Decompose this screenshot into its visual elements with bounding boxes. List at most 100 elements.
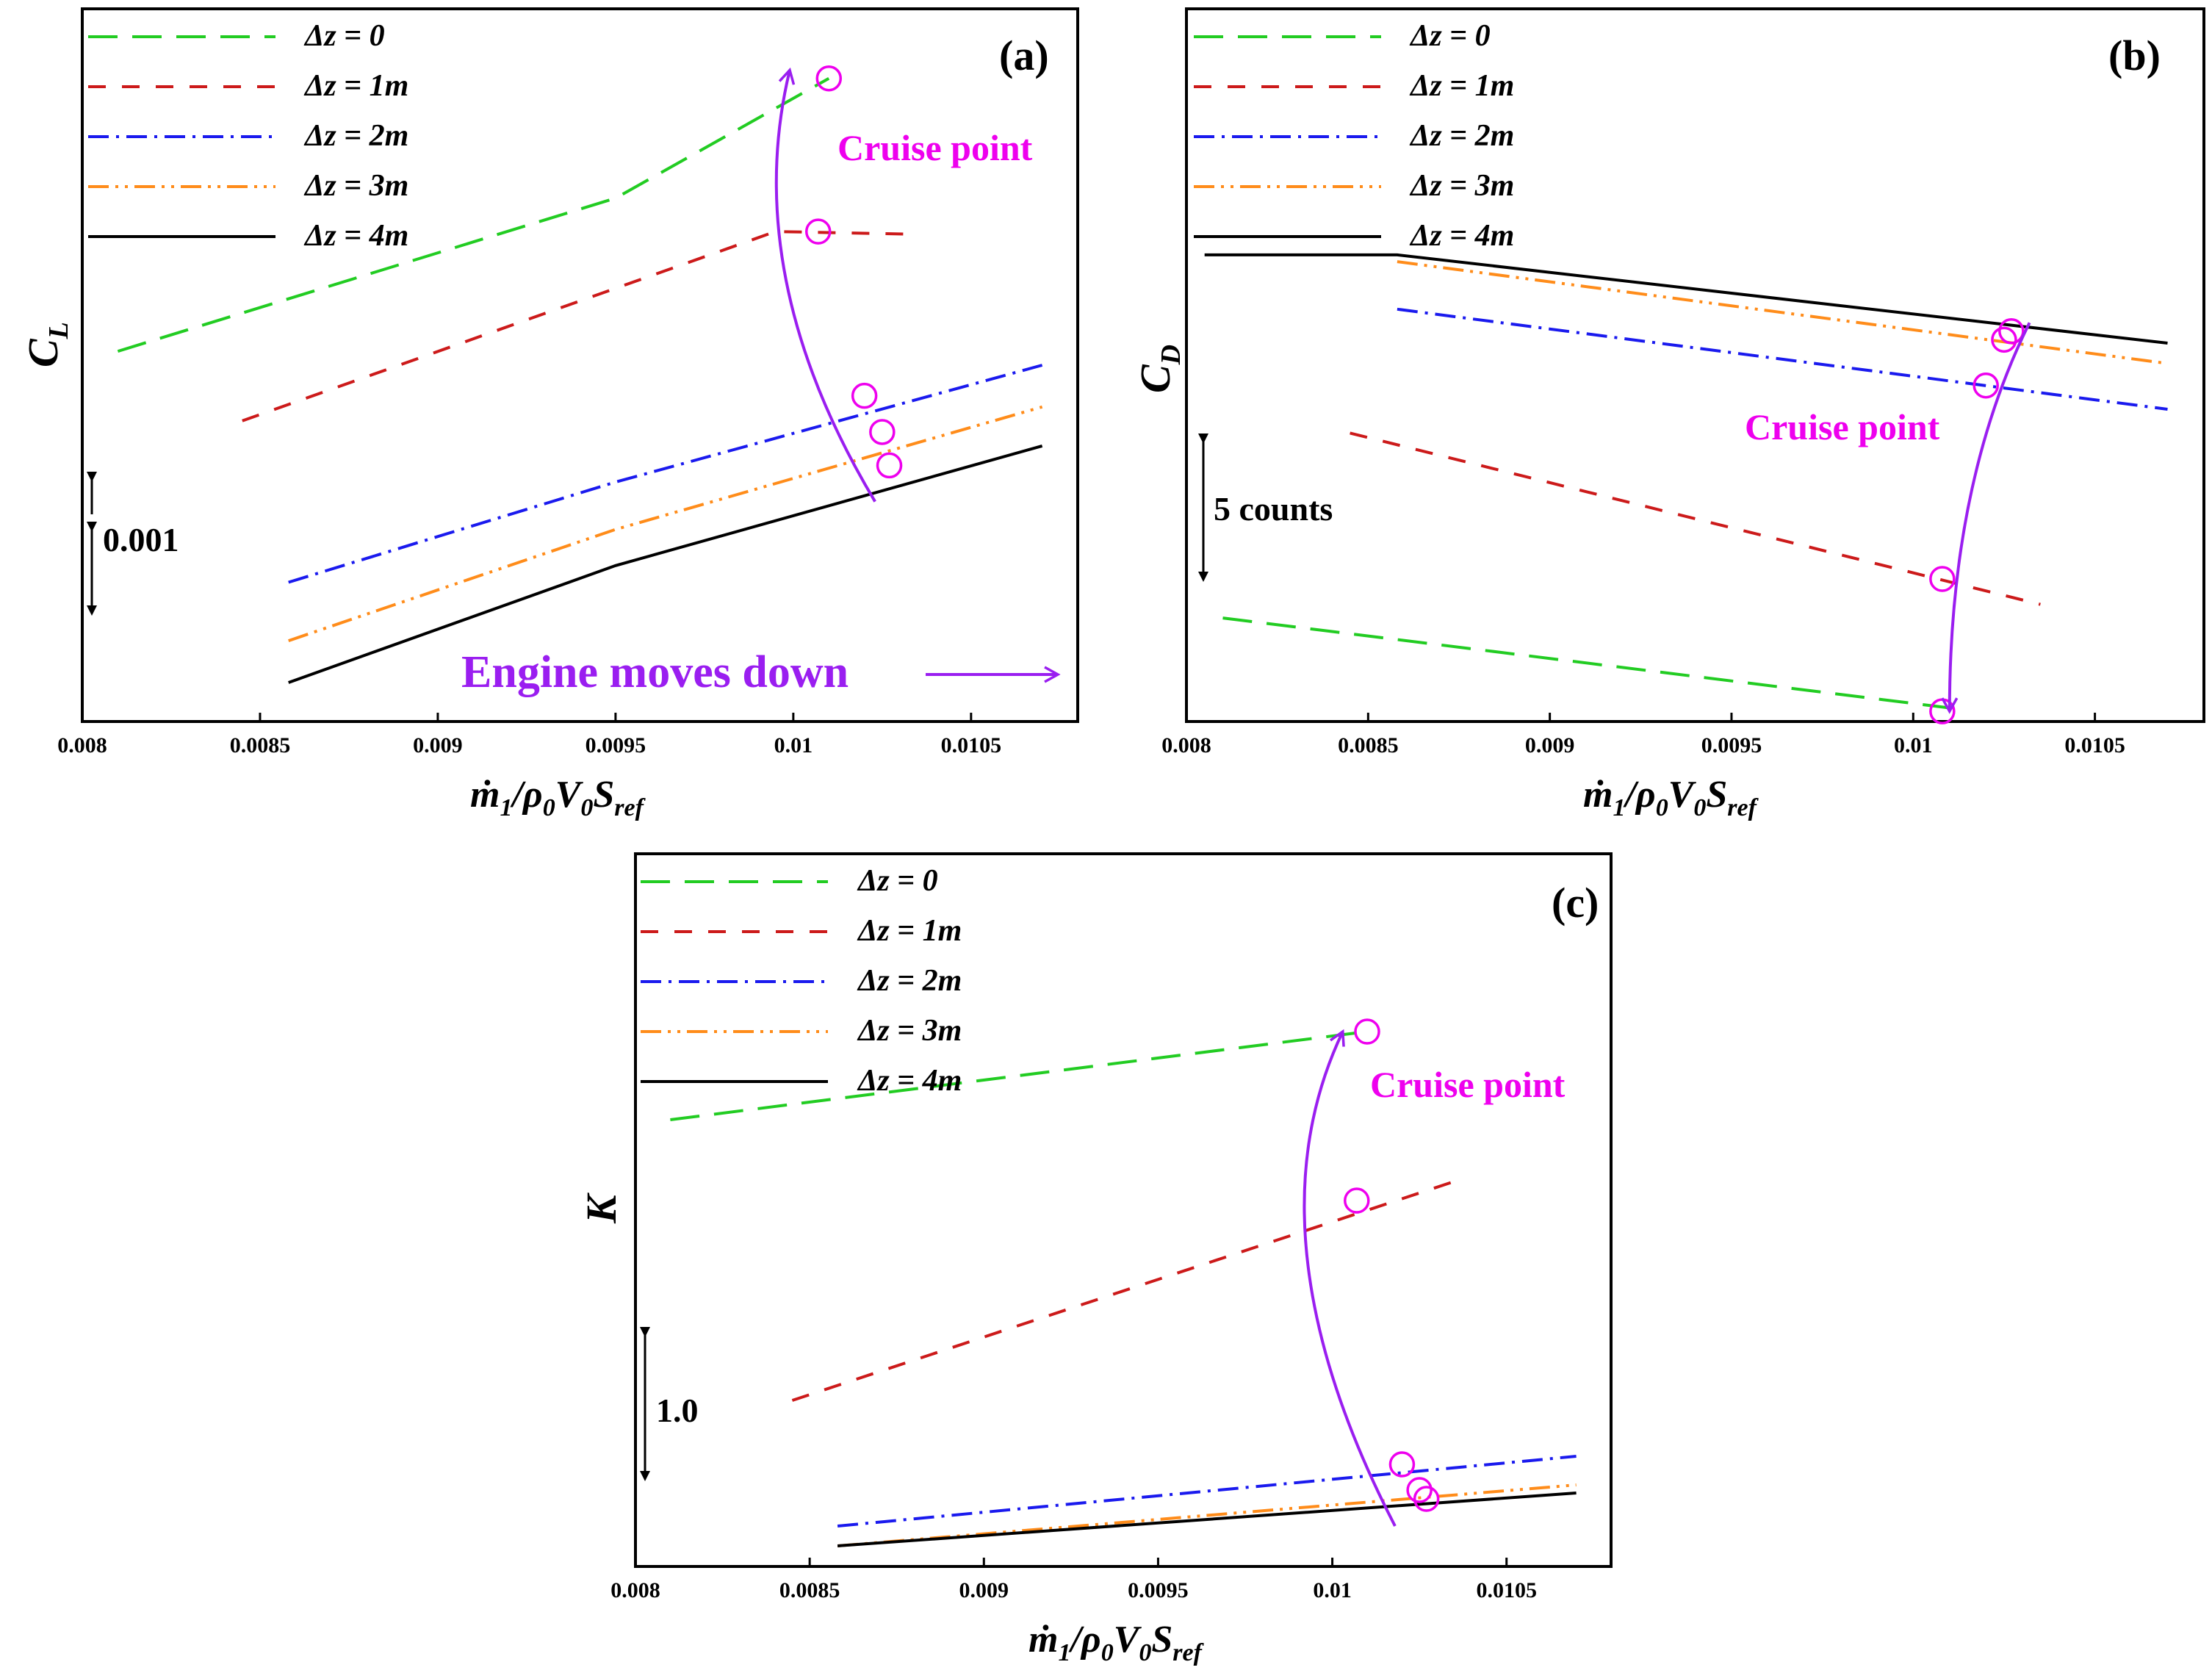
xlabel-sub4: ref bbox=[614, 794, 646, 821]
x-tick-label: 0.009 bbox=[959, 1578, 1009, 1602]
panel-c-legend: Δz = 0 Δz = 1m Δz = 2m Δz = 3m Δz = 4m bbox=[641, 864, 962, 1098]
panel-a-cruise-markers bbox=[804, 65, 903, 479]
legend-label-2: Δz = 2m bbox=[857, 964, 962, 998]
cruise-point-marker-2 bbox=[851, 382, 878, 409]
series-line-0 bbox=[117, 76, 830, 353]
panel-b-scale-bar: 5 counts bbox=[1198, 433, 1333, 582]
legend-label-3: Δz = 3m bbox=[857, 1014, 962, 1048]
cruise-point-marker-3 bbox=[1991, 326, 2017, 353]
xlabel-sub3: 0 bbox=[580, 794, 593, 821]
legend-label-0: Δz = 0 bbox=[303, 19, 385, 53]
panel-b-ylabel-main: C bbox=[1131, 364, 1179, 393]
panel-b-scale-label: 5 counts bbox=[1214, 490, 1333, 528]
cruise-point-marker-0 bbox=[1354, 1018, 1380, 1045]
cruise-shift-arrow bbox=[1303, 1029, 1397, 1527]
svg-text:K: K bbox=[577, 1192, 625, 1224]
x-tick-label: 0.0095 bbox=[1701, 733, 1762, 758]
panel-a-engine-label: Engine moves down bbox=[461, 647, 849, 697]
panel-a-y-axis-label: CL bbox=[19, 322, 74, 367]
legend-label-1: Δz = 1m bbox=[857, 914, 962, 948]
x-tick-label: 0.009 bbox=[1525, 733, 1575, 758]
x-tick-label: 0.01 bbox=[1313, 1578, 1352, 1602]
panel-c-frame bbox=[634, 852, 1613, 1568]
panel-c: 0.008 0.0085 0.009 0.0095 0.01 0.0105 Δz = 0Δ… bbox=[577, 852, 1613, 1666]
panel-c-series bbox=[670, 1030, 1577, 1547]
cruise-point-marker-4 bbox=[876, 452, 903, 479]
x-tick-label: 0.01 bbox=[1894, 733, 1933, 758]
legend-label-4: Δz = 4m bbox=[1409, 219, 1514, 253]
series-line-3 bbox=[837, 1483, 1577, 1547]
panel-b-x-ticks: 0.008 0.0085 0.009 0.0095 0.01 0.0105 bbox=[1161, 713, 2125, 758]
panel-a-scale-bar: 0.001 bbox=[87, 472, 179, 616]
panel-a-scale-label: 0.001 bbox=[103, 521, 179, 558]
legend-label-0: Δz = 0 bbox=[1409, 19, 1491, 53]
panel-a-cruise-label: Cruise point bbox=[837, 127, 1033, 168]
panel-a-ylabel-main: C bbox=[19, 338, 67, 367]
svg-text:CD: CD bbox=[1131, 345, 1186, 393]
series-line-2 bbox=[288, 364, 1043, 584]
cruise-point-marker-1 bbox=[804, 218, 832, 245]
panel-a-x-axis-label: ṁ1/ρ0V0Sref bbox=[470, 774, 646, 821]
panel-c-y-axis-label: K bbox=[577, 1192, 625, 1224]
panel-a-curved-arrow bbox=[774, 67, 876, 503]
series-line-0 bbox=[1222, 616, 1950, 710]
series-line-2 bbox=[837, 1455, 1577, 1528]
panel-c-ylabel-main: K bbox=[577, 1192, 625, 1224]
cruise-point-marker-2 bbox=[1973, 372, 1999, 399]
series-line-4 bbox=[1204, 253, 2168, 345]
xlabel-sub1: 1 bbox=[500, 794, 512, 821]
svg-text:ṁ1/ρ0V0Sref: ṁ1/ρ0V0Sref bbox=[1583, 774, 1759, 821]
panel-b: 0.008 0.0085 0.009 0.0095 0.01 0.0105 Δz = 0 Δ… bbox=[1131, 7, 2205, 821]
series-line-4 bbox=[288, 444, 1043, 684]
panel-c-cruise-label: Cruise point bbox=[1370, 1064, 1566, 1105]
panel-c-scale-bar: 1.0 bbox=[640, 1327, 699, 1481]
panel-a-frame bbox=[81, 7, 1079, 723]
panel-b-x-axis-label: ṁ1/ρ0V0Sref bbox=[1583, 774, 1759, 821]
cruise-point-marker-4 bbox=[1998, 318, 2025, 345]
panel-b-cruise-markers bbox=[1929, 318, 2025, 724]
panel-a-engine-annotation: Engine moves down bbox=[461, 647, 1061, 697]
panel-a-x-ticks: 0.008 0.0085 0.009 0.0095 0.01 0.0105 bbox=[57, 713, 1001, 758]
panel-b-legend: Δz = 0 Δz = 1m Δz = 2m Δz = 3m Δz = 4m bbox=[1194, 19, 1514, 253]
x-tick-label: 0.008 bbox=[610, 1578, 660, 1602]
legend-label-4: Δz = 4m bbox=[857, 1064, 962, 1098]
panel-a-series bbox=[117, 76, 1043, 684]
panel-b-ylabel-sub: D bbox=[1156, 345, 1186, 365]
series-line-1 bbox=[1350, 431, 2041, 606]
cruise-point-marker-3 bbox=[869, 419, 896, 445]
cruise-point-marker-1 bbox=[1929, 566, 1956, 592]
series-line-0 bbox=[670, 1030, 1368, 1121]
panel-c-cruise-markers bbox=[1344, 1018, 1440, 1512]
cruise-point-marker-1 bbox=[1344, 1187, 1370, 1214]
svg-text:ṁ1/ρ0V0Sref: ṁ1/ρ0V0Sref bbox=[1028, 1619, 1205, 1666]
svg-text:CL: CL bbox=[19, 322, 74, 367]
series-line-4 bbox=[837, 1492, 1577, 1547]
x-tick-label: 0.0085 bbox=[779, 1578, 840, 1602]
legend-label-2: Δz = 2m bbox=[303, 119, 408, 153]
xlabel-sub2: 0 bbox=[543, 794, 555, 821]
xlabel-rho: /ρ bbox=[509, 774, 542, 816]
panel-b-label: (b) bbox=[2108, 32, 2161, 79]
series-line-1 bbox=[242, 230, 918, 422]
series-line-3 bbox=[288, 405, 1043, 642]
legend-label-4: Δz = 4m bbox=[303, 219, 408, 253]
x-tick-label: 0.0085 bbox=[1338, 733, 1399, 758]
legend-label-3: Δz = 3m bbox=[1409, 169, 1514, 203]
series-line-3 bbox=[1397, 260, 2168, 365]
cruise-point-marker-4 bbox=[1413, 1486, 1440, 1512]
x-tick-label: 0.008 bbox=[1161, 733, 1211, 758]
x-tick-label: 0.0085 bbox=[230, 733, 291, 758]
cruise-point-marker-0 bbox=[815, 65, 842, 92]
x-tick-label: 0.0105 bbox=[2064, 733, 2125, 758]
panel-a-label: (a) bbox=[999, 32, 1049, 79]
cruise-point-marker-3 bbox=[1406, 1477, 1433, 1503]
legend-label-1: Δz = 1m bbox=[303, 69, 408, 103]
cruise-shift-arrow bbox=[1941, 322, 2031, 714]
panel-c-x-axis-label: ṁ1/ρ0V0Sref bbox=[1028, 1619, 1205, 1666]
x-tick-label: 0.008 bbox=[57, 733, 107, 758]
panel-b-frame bbox=[1185, 7, 2205, 723]
svg-text:ṁ1/ρ0V0Sref: ṁ1/ρ0V0Sref bbox=[470, 774, 646, 821]
panel-a-legend: Δz = 0 Δz = 1m Δz = 2m Δz = 3m Δz = 4m bbox=[88, 19, 408, 253]
x-tick-label: 0.0105 bbox=[941, 733, 1002, 758]
panel-b-curved-arrow bbox=[1941, 322, 2031, 714]
